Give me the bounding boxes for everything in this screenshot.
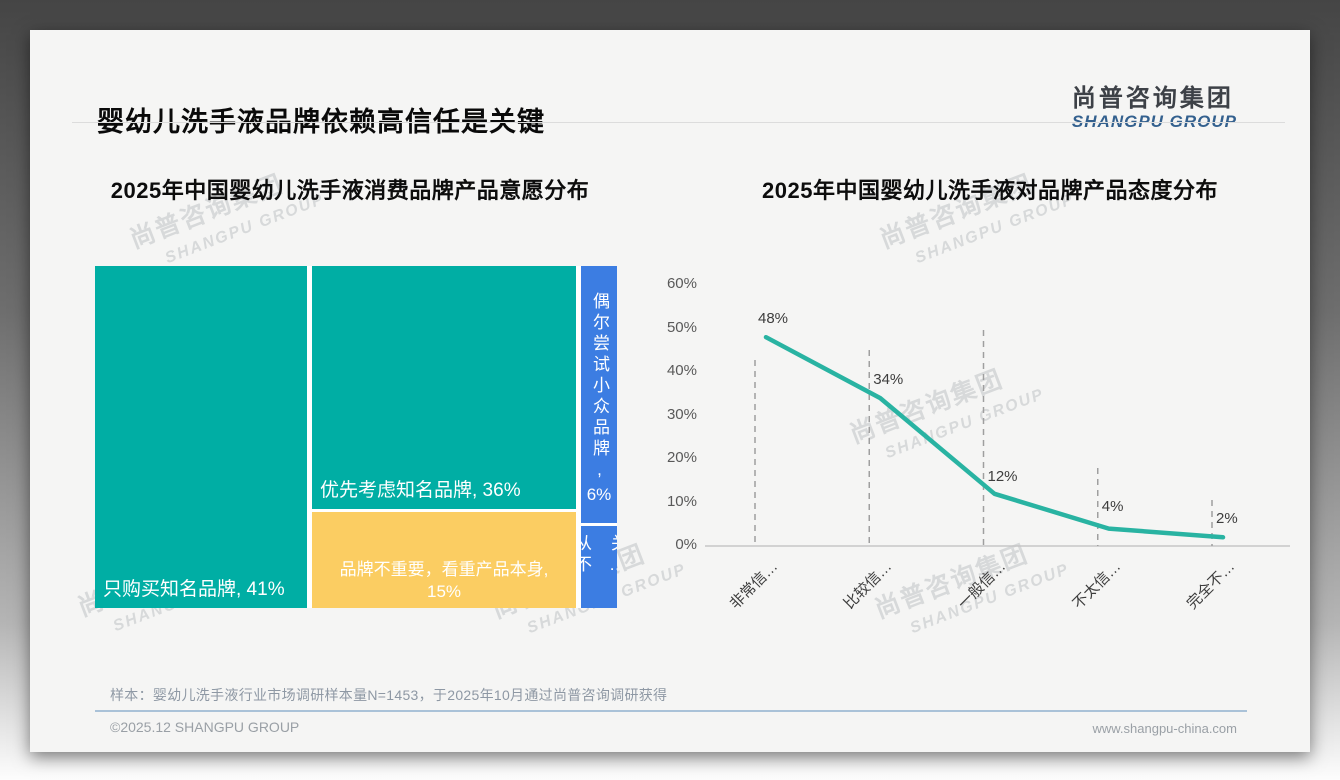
treemap-cell-label: 只购买知名品牌, 41% [103,579,285,600]
data-point-label: 48% [758,310,789,327]
line-chart-title: 2025年中国婴幼儿洗手液对品牌产品态度分布 [762,178,1218,203]
logo-chinese-text: 尚普咨询集团 [1071,85,1234,112]
treemap-cell-only-buy-known-brands: 只购买知名品牌, 41% [95,266,307,608]
treemap-cell-never-follow-brands: 从不关… [581,526,617,608]
y-axis-tick-label: 50% [666,318,697,336]
treemap-chart: 只购买知名品牌, 41% 优先考虑知名品牌, 36% 品牌不重要，看重产品本身,… [95,266,617,608]
x-axis-category-label: 完全不… [1183,558,1239,613]
sample-note: 样本：婴幼儿洗手液行业市场调研样本量N=1453，于2025年10月通过尚普咨询… [110,687,668,703]
treemap-cell-value: 15% [426,582,462,601]
report-slide: 尚普咨询集团 SHANGPU GROUP 尚普咨询集团 SHANGPU GROUP … [30,30,1310,752]
y-axis-tick-label: 30% [666,405,697,423]
y-axis-tick-label: 20% [666,449,697,466]
data-point-label: 4% [1101,498,1124,515]
treemap-cell-label: 优先考虑知名品牌, 36% [320,480,521,501]
data-point-label: 34% [873,371,904,388]
x-axis-category-label: 非常信… [726,558,782,613]
x-axis-category-label: 不太信… [1069,558,1124,613]
treemap-cell-label: 偶尔尝试小众品牌, [590,292,609,483]
treemap-cell-label: 品牌不重要，看重产品本身, [339,560,549,579]
treemap-cell-prefer-known-brands: 优先考虑知名品牌, 36% [312,266,576,509]
data-point-label: 2% [1216,510,1238,527]
treemap-cell-label: 从不关… [581,534,617,578]
company-logo: 尚普咨询集团 SHANGPU GROUP [1072,86,1237,132]
logo-english-text: SHANGPU GROUP [1071,112,1237,131]
page-title: 婴幼儿洗手液品牌依赖高信任是关键 [97,107,545,137]
treemap-cell-value: 6% [586,485,612,504]
y-axis-tick-label: 10% [666,492,697,510]
treemap-cell-occasionally-try-niche-brands: 偶尔尝试小众品牌, 6% [581,266,617,523]
treemap-cell-brand-not-important: 品牌不重要，看重产品本身, 15% [312,512,576,608]
copyright-text: ©2025.12 SHANGPU GROUP [110,719,300,735]
footer-divider [95,710,1247,712]
website-url: www.shangpu-china.com [1092,721,1237,736]
data-point-label: 12% [987,468,1018,485]
header-divider [72,122,1285,123]
y-axis-tick-label: 60% [666,275,697,292]
y-axis-tick-label: 40% [666,362,697,379]
treemap-chart-title: 2025年中国婴幼儿洗手液消费品牌产品意愿分布 [110,178,590,203]
